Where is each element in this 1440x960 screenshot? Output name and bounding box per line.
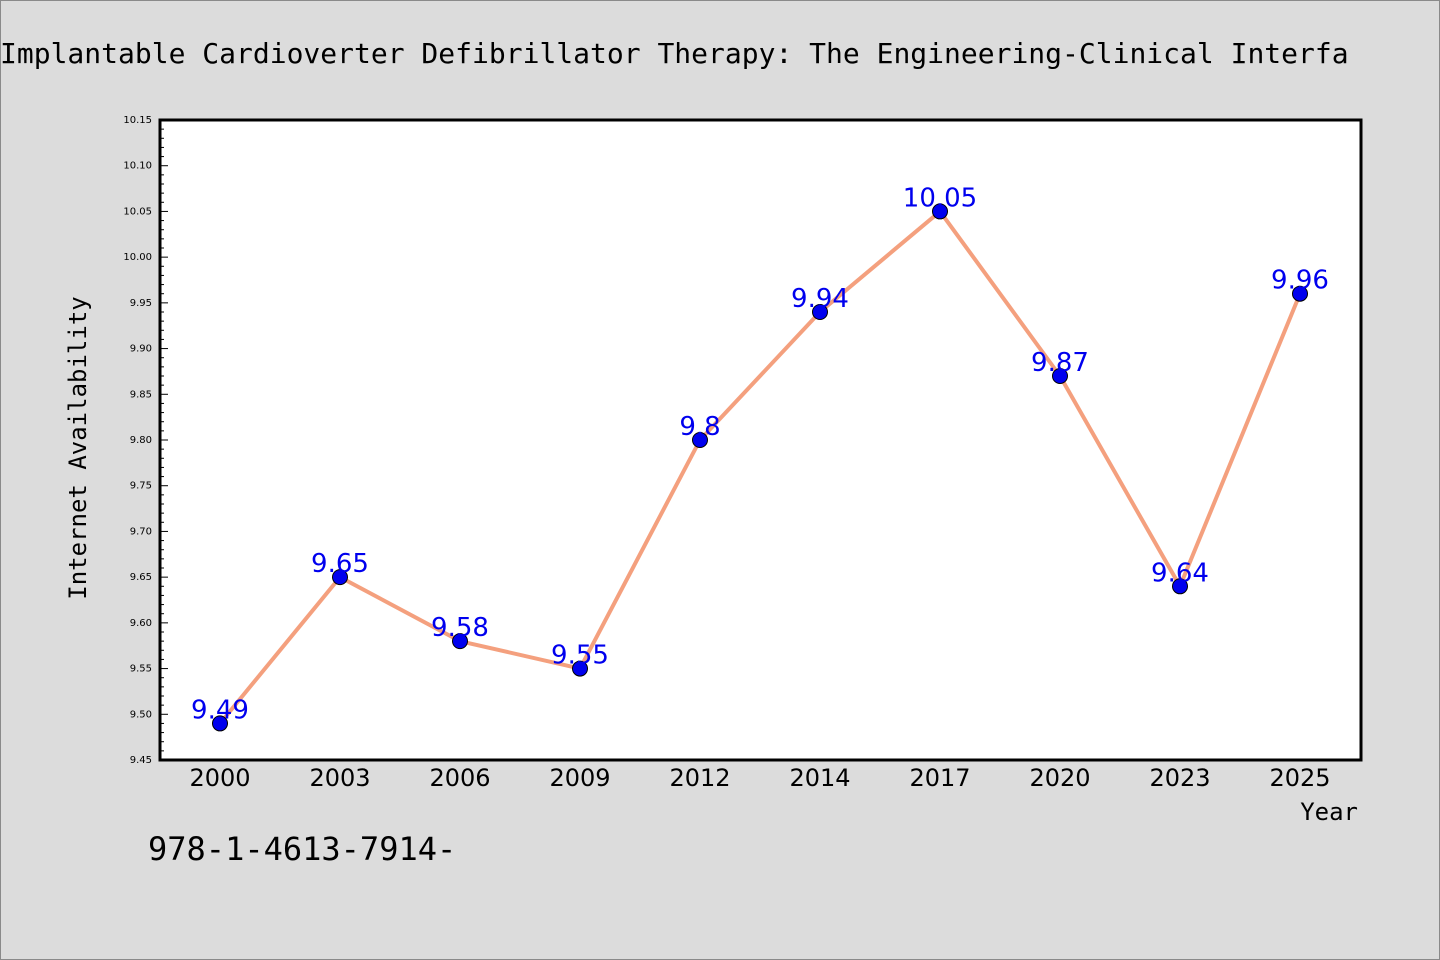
data-point — [332, 569, 348, 586]
data-point — [932, 203, 948, 220]
data-point — [572, 660, 588, 677]
x-axis-label: Year — [1300, 798, 1358, 826]
isbn-text: 978-1-4613-7914- — [148, 830, 457, 868]
data-label: 9.49 — [191, 695, 249, 725]
y-tick-label: 9.55 — [130, 664, 152, 675]
x-tick-label: 2006 — [429, 764, 490, 792]
y-tick-label: 9.90 — [130, 344, 152, 355]
x-tick-label: 2009 — [549, 764, 610, 792]
data-label: 10.05 — [903, 183, 977, 213]
chart-title: Implantable Cardioverter Defibrillator T… — [0, 37, 1349, 70]
y-tick-label: 10.10 — [123, 161, 152, 172]
y-axis-label: Internet Availability — [64, 296, 92, 599]
y-tick-label: 9.70 — [130, 526, 152, 537]
x-tick-label: 2025 — [1269, 764, 1330, 792]
x-tick-label: 2003 — [309, 764, 370, 792]
data-point — [812, 304, 828, 320]
y-tick-label: 9.95 — [130, 298, 152, 309]
y-tick-label: 10.15 — [123, 115, 152, 126]
data-label: 9.64 — [1151, 558, 1209, 588]
y-tick-label: 9.65 — [130, 572, 152, 583]
x-tick-label: 2017 — [909, 764, 970, 792]
x-tick-label: 2014 — [789, 764, 850, 792]
series-polyline — [218, 209, 1302, 725]
data-point — [692, 432, 708, 448]
y-tick-label: 9.85 — [130, 389, 152, 400]
x-tick-label: 2023 — [1149, 764, 1210, 792]
y-tick-label: 9.75 — [130, 481, 152, 492]
data-label: 9.8 — [679, 412, 720, 442]
data-label: 9.55 — [551, 641, 609, 671]
x-axis: 2000 2003 2006 2009 2012 2014 2017 2020 2023 2025 — [189, 764, 1330, 792]
data-point — [212, 715, 228, 732]
data-label: 9.87 — [1031, 348, 1089, 378]
data-point — [1172, 578, 1188, 595]
series-line: 9.49 9.65 9.58 9.55 9.8 9.94 10.05 9.87 9.64 9.96 — [191, 183, 1329, 732]
data-point — [1052, 368, 1068, 384]
x-tick-label: 2020 — [1029, 764, 1090, 792]
y-tick-label: 9.45 — [130, 755, 152, 766]
data-label: 9.96 — [1271, 266, 1329, 296]
data-point — [1292, 285, 1308, 302]
x-tick-label: 2000 — [189, 764, 250, 792]
y-axis: 9.45 9.50 9.55 9.60 9.65 9.70 9.75 9.80 9.85 9.90… — [123, 115, 168, 766]
y-tick-label: 9.50 — [130, 709, 152, 720]
data-label: 9.65 — [311, 549, 369, 579]
y-tick-label: 10.00 — [123, 252, 152, 263]
data-point — [452, 633, 468, 650]
data-label: 9.58 — [431, 613, 489, 643]
plot-area — [158, 118, 1363, 762]
data-label: 9.94 — [791, 284, 849, 314]
y-tick-label: 9.80 — [130, 435, 152, 446]
x-tick-label: 2012 — [669, 764, 730, 792]
y-tick-label: 9.60 — [130, 618, 152, 629]
y-tick-label: 10.05 — [123, 206, 152, 217]
